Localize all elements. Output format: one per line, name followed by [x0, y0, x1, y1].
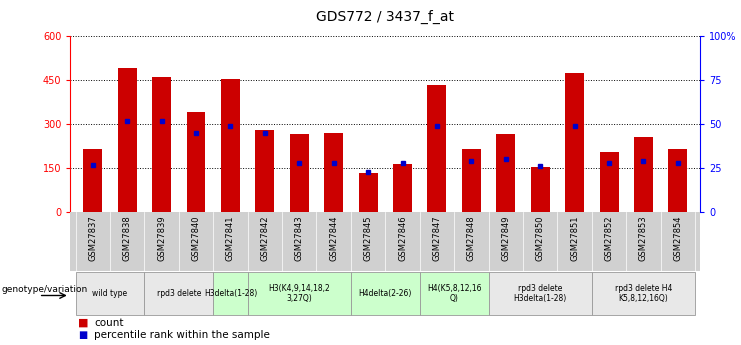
Bar [599, 152, 619, 212]
Text: GSM27841: GSM27841 [226, 215, 235, 260]
Bar [668, 149, 688, 212]
Text: rpd3 delete: rpd3 delete [156, 289, 201, 298]
Text: GSM27846: GSM27846 [398, 215, 407, 261]
Text: ■: ■ [78, 318, 88, 327]
Text: GSM27849: GSM27849 [501, 215, 511, 260]
Bar [144, 272, 213, 315]
Bar [247, 272, 351, 315]
Text: GSM27837: GSM27837 [88, 215, 97, 261]
Text: GDS772 / 3437_f_at: GDS772 / 3437_f_at [316, 10, 454, 24]
Bar [531, 167, 550, 212]
Text: GSM27851: GSM27851 [570, 215, 579, 260]
Text: genotype/variation: genotype/variation [1, 285, 87, 294]
Bar [83, 149, 102, 212]
Text: count: count [94, 318, 124, 327]
Text: rpd3 delete H4
K5,8,12,16Q): rpd3 delete H4 K5,8,12,16Q) [615, 284, 672, 303]
Text: GSM27839: GSM27839 [157, 215, 166, 261]
Text: ■: ■ [78, 330, 87, 339]
Bar [256, 130, 274, 212]
Bar [221, 79, 240, 212]
Bar [359, 172, 378, 212]
Text: H3(K4,9,14,18,2
3,27Q): H3(K4,9,14,18,2 3,27Q) [268, 284, 330, 303]
Text: H3delta(1-28): H3delta(1-28) [204, 289, 257, 298]
Text: GSM27838: GSM27838 [123, 215, 132, 261]
Bar [152, 77, 171, 212]
Bar [290, 135, 309, 212]
Text: GSM27850: GSM27850 [536, 215, 545, 260]
Text: GSM27847: GSM27847 [433, 215, 442, 261]
Bar [488, 272, 592, 315]
Bar [419, 272, 488, 315]
Text: GSM27842: GSM27842 [260, 215, 270, 260]
Bar [325, 133, 343, 212]
Text: H4(K5,8,12,16
Q): H4(K5,8,12,16 Q) [427, 284, 482, 303]
Text: GSM27853: GSM27853 [639, 215, 648, 261]
Bar [565, 73, 584, 212]
Text: GSM27843: GSM27843 [295, 215, 304, 261]
Text: GSM27844: GSM27844 [329, 215, 338, 260]
Bar [496, 135, 515, 212]
Bar [351, 272, 419, 315]
Text: GSM27854: GSM27854 [674, 215, 682, 260]
Bar [428, 85, 446, 212]
Text: GSM27845: GSM27845 [364, 215, 373, 260]
Bar [213, 272, 247, 315]
Bar [592, 272, 695, 315]
Bar [462, 149, 481, 212]
Bar [393, 164, 412, 212]
Bar [634, 137, 653, 212]
Bar [187, 112, 205, 212]
Text: rpd3 delete
H3delta(1-28): rpd3 delete H3delta(1-28) [514, 284, 567, 303]
Text: percentile rank within the sample: percentile rank within the sample [94, 330, 270, 339]
Bar [118, 68, 136, 212]
Text: H4delta(2-26): H4delta(2-26) [359, 289, 412, 298]
Text: GSM27848: GSM27848 [467, 215, 476, 261]
Text: wild type: wild type [93, 289, 127, 298]
Bar [76, 272, 144, 315]
Text: GSM27840: GSM27840 [191, 215, 201, 260]
Text: GSM27852: GSM27852 [605, 215, 614, 260]
